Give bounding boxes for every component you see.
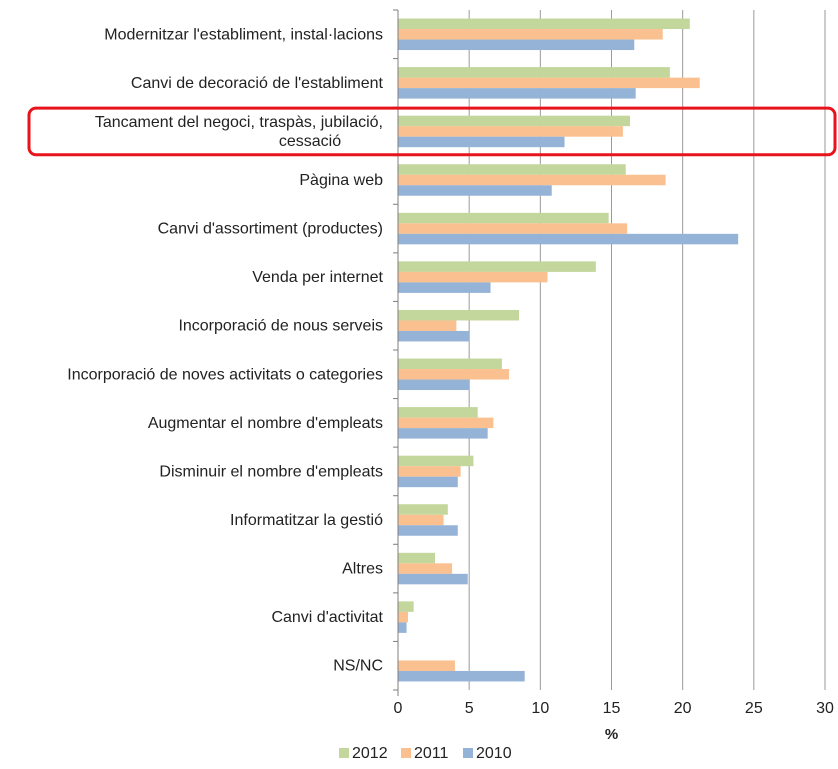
- legend-swatch: [339, 748, 349, 758]
- bar-2010: [398, 282, 491, 293]
- legend-swatch: [401, 748, 411, 758]
- category-label: Informatitzar la gestió: [230, 512, 383, 529]
- category-label: Augmentar el nombre d'empleats: [148, 415, 383, 432]
- bar-2011: [398, 417, 494, 429]
- bar-2010: [398, 233, 739, 245]
- legend-label: 2012: [352, 745, 388, 762]
- category-label: NS/NC: [333, 658, 383, 675]
- category-label: Canvi d'assortiment (productes): [158, 221, 383, 238]
- legend-swatch: [463, 748, 473, 758]
- x-tick-label: 30: [816, 700, 834, 717]
- bar-2011: [398, 563, 453, 574]
- bar-2010: [398, 476, 458, 488]
- x-tick-label: 25: [745, 700, 763, 717]
- category-label: Incorporació de nous serveis: [178, 318, 383, 335]
- bar-2011: [398, 271, 548, 283]
- highlight-box: [27, 106, 837, 157]
- bar-2011: [398, 466, 461, 477]
- bar-2010: [398, 39, 635, 51]
- x-tick-label: 5: [465, 700, 474, 717]
- bar-2012: [398, 164, 626, 175]
- category-label: Canvi de decoració de l'establiment: [131, 75, 384, 92]
- legend-label: 2010: [476, 745, 512, 762]
- bar-2012: [398, 18, 690, 30]
- bar-2012: [398, 309, 519, 321]
- x-tick-label: 20: [674, 700, 692, 717]
- bars: [398, 18, 739, 682]
- category-label: Incorporació de noves activitats o categ…: [67, 366, 383, 383]
- bar-2010: [398, 185, 552, 196]
- category-labels: Modernitzar l'establiment, instal·lacion…: [67, 26, 383, 674]
- bar-2010: [398, 622, 407, 633]
- bar-2010: [398, 136, 565, 148]
- bar-2012: [398, 67, 670, 78]
- bar-2010: [398, 330, 470, 342]
- category-label: cessació: [279, 133, 341, 150]
- bar-2012: [398, 455, 474, 467]
- gridlines: [393, 9, 826, 691]
- bar-2012: [398, 212, 609, 224]
- legend: 2012 2011 2010: [339, 745, 512, 762]
- x-tick-label: 0: [394, 700, 403, 717]
- bar-2010: [398, 525, 458, 536]
- bar-2012: [398, 358, 502, 370]
- bar-2011: [398, 514, 444, 526]
- bar-2011: [398, 660, 455, 671]
- category-label: Tancament del negoci, traspàs, jubilació…: [95, 114, 383, 131]
- bar-2010: [398, 88, 636, 99]
- category-label: Altres: [342, 561, 383, 578]
- bar-2011: [398, 369, 510, 380]
- category-label: Disminuir el nombre d'empleats: [159, 463, 383, 480]
- category-label: Modernitzar l'establiment, instal·lacion…: [104, 26, 383, 43]
- bar-2011: [398, 29, 663, 40]
- category-label: Pàgina web: [299, 172, 383, 189]
- bar-2012: [398, 601, 414, 612]
- bar-2011: [398, 611, 408, 623]
- category-label: Venda per internet: [252, 269, 383, 286]
- bar-2011: [398, 126, 623, 137]
- bar-2010: [398, 573, 468, 585]
- bar-2012: [398, 261, 596, 272]
- x-tick-label: 10: [531, 700, 549, 717]
- bar-2010: [398, 670, 525, 682]
- x-axis-title: %: [605, 726, 618, 743]
- bar-2012: [398, 407, 478, 418]
- bar-2012: [398, 552, 436, 564]
- bar-2010: [398, 379, 470, 391]
- category-label: Canvi d'activitat: [271, 609, 383, 626]
- bar-2011: [398, 77, 700, 89]
- bar-2011: [398, 223, 628, 234]
- x-tick-label: 15: [603, 700, 621, 717]
- bar-2012: [398, 504, 448, 515]
- legend-label: 2011: [414, 745, 449, 762]
- x-tick-labels: 0 5 10 15 20 25 30: [394, 700, 834, 717]
- bar-2012: [398, 115, 631, 127]
- bar-2010: [398, 428, 488, 439]
- bar-2011: [398, 320, 457, 331]
- bar-2011: [398, 174, 666, 186]
